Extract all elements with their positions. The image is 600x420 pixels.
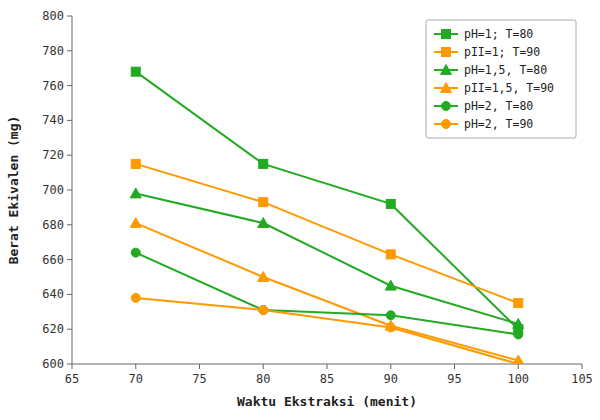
x-tick-label: 65 <box>65 372 79 386</box>
point <box>258 272 269 282</box>
point <box>385 280 396 290</box>
series-line <box>136 223 519 360</box>
point <box>259 306 268 315</box>
point <box>259 198 268 207</box>
y-tick <box>67 364 72 365</box>
x-tick <box>135 364 136 369</box>
point <box>514 330 523 339</box>
legend-label: pH=1; T=80 <box>464 27 533 41</box>
y-tick-label: 680 <box>42 218 64 232</box>
y-tick-label: 660 <box>42 253 64 267</box>
point <box>513 318 524 328</box>
point <box>386 323 395 332</box>
x-tick <box>454 364 455 369</box>
point <box>259 306 268 315</box>
x-axis-label: Waktu Ekstraksi (menit) <box>237 394 417 409</box>
y-tick-label: 720 <box>42 148 64 162</box>
legend-marker <box>441 83 452 93</box>
legend-marker <box>442 102 451 111</box>
point <box>131 248 140 257</box>
chart: 65 70 75 80 85 90 95 100 105 600 620 640 660 680 700 72… <box>0 0 600 420</box>
x-tick-label: 85 <box>320 372 334 386</box>
x-tick-label: 95 <box>447 372 461 386</box>
legend-box <box>426 20 576 138</box>
y-tick <box>67 155 72 156</box>
y-tick-label: 600 <box>42 357 64 371</box>
point <box>514 299 523 308</box>
x-tick-label: 105 <box>571 372 593 386</box>
x-tick <box>199 364 200 369</box>
x-tick <box>582 364 583 369</box>
point <box>130 188 141 198</box>
legend-label: pH=2, T=90 <box>464 117 533 131</box>
y-tick <box>67 224 72 225</box>
x-tick <box>390 364 391 369</box>
legend-marker <box>441 65 452 75</box>
y-tick <box>67 120 72 121</box>
legend-label: pH=2, T=80 <box>464 99 533 113</box>
x-tick-label: 80 <box>256 372 270 386</box>
y-tick <box>67 50 72 51</box>
x-tick-label: 90 <box>384 372 398 386</box>
legend-label: pII=1; T=90 <box>464 45 540 59</box>
series-line <box>136 193 519 324</box>
x-tick <box>72 364 73 369</box>
x-tick-label: 75 <box>192 372 206 386</box>
y-tick <box>67 85 72 86</box>
x-tick-label: 70 <box>129 372 143 386</box>
x-tick <box>327 364 328 369</box>
y-tick <box>67 16 72 17</box>
y-tick <box>67 259 72 260</box>
x-tick-label: 100 <box>507 372 529 386</box>
y-tick <box>67 190 72 191</box>
point <box>130 218 141 228</box>
series-line <box>136 253 519 335</box>
legend-marker <box>442 30 451 39</box>
point <box>258 218 269 228</box>
point <box>131 67 140 76</box>
point <box>386 311 395 320</box>
series-line <box>136 164 519 303</box>
y-tick-label: 780 <box>42 44 64 58</box>
point <box>386 250 395 259</box>
y-tick-label: 760 <box>42 79 64 93</box>
point <box>514 360 523 365</box>
point <box>131 159 140 168</box>
legend-label: pII=1,5, T=90 <box>464 81 554 95</box>
y-tick <box>67 294 72 295</box>
series-line <box>136 298 519 364</box>
point <box>259 159 268 168</box>
y-tick-label: 740 <box>42 113 64 127</box>
y-axis-label: Berat Ekivalen (mg) <box>6 116 21 265</box>
point <box>131 293 140 302</box>
y-tick <box>67 329 72 330</box>
y-tick-label: 700 <box>42 183 64 197</box>
legend-marker <box>442 48 451 57</box>
legend-label: pH=1,5, T=80 <box>464 63 547 77</box>
x-tick <box>518 364 519 369</box>
y-tick-label: 800 <box>42 9 64 23</box>
legend: pH=1; T=80 pII=1; T=90 pH=1,5, T=80 pII=1,5… <box>426 20 576 138</box>
y-tick-label: 640 <box>42 287 64 301</box>
legend-marker <box>442 120 451 129</box>
y-tick-label: 620 <box>42 322 64 336</box>
x-tick <box>263 364 264 369</box>
point <box>386 199 395 208</box>
